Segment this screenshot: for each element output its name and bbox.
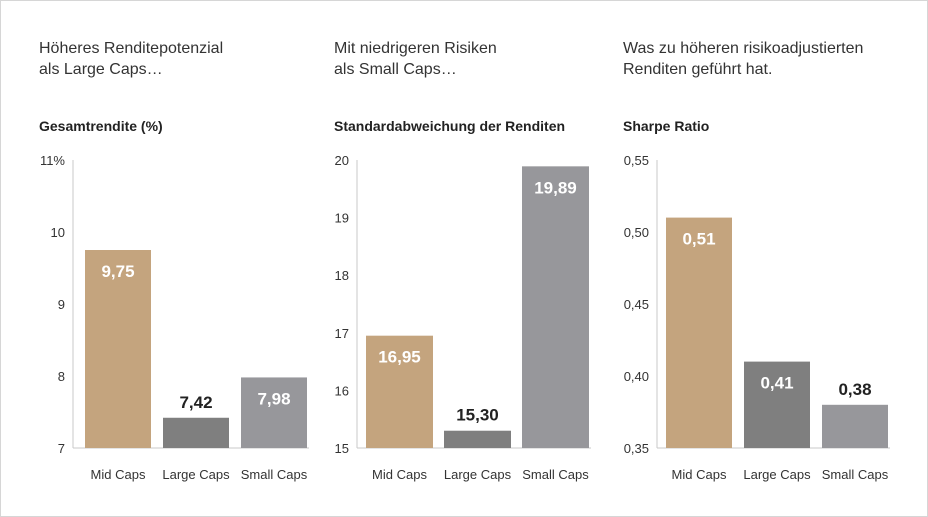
y-tick-label: 9 <box>58 297 65 312</box>
bar-mid-caps <box>666 217 732 448</box>
panel-heading: Mit niedrigeren Risiken als Small Caps… <box>334 40 497 78</box>
data-label: 0,51 <box>682 230 715 249</box>
data-label: 0,41 <box>760 374 793 393</box>
category-label: Mid Caps <box>91 467 146 482</box>
bar-small-caps <box>241 377 307 448</box>
chart-panel-std-dev: Mit niedrigeren Risiken als Small Caps… … <box>334 1 604 516</box>
y-tick-label: 15 <box>335 441 349 456</box>
data-label: 7,98 <box>257 389 290 408</box>
data-label: 9,75 <box>101 262 134 281</box>
y-tick-label: 0,40 <box>624 369 649 384</box>
chart-panel-sharpe: Was zu höheren risikoadjustierten Rendit… <box>623 1 913 516</box>
category-label: Small Caps <box>241 467 308 482</box>
category-label: Large Caps <box>162 467 230 482</box>
y-tick-label: 18 <box>335 268 349 283</box>
bar-large-caps <box>163 417 229 448</box>
y-tick-label: 20 <box>335 153 349 168</box>
y-tick-label: 0,50 <box>624 225 649 240</box>
chart-title: Sharpe Ratio <box>623 118 710 134</box>
panel-heading: Höheres Renditepotenzial als Large Caps… <box>39 40 224 78</box>
y-tick-label: 17 <box>335 326 349 341</box>
bar-large-caps <box>744 361 810 448</box>
y-tick-label: 7 <box>58 441 65 456</box>
bar-small-caps <box>522 166 589 448</box>
data-label: 15,30 <box>456 406 499 425</box>
category-label: Small Caps <box>522 467 589 482</box>
chart-title: Gesamtrendite (%) <box>39 118 163 134</box>
bar-mid-caps <box>366 335 433 448</box>
y-tick-label: 19 <box>335 211 349 226</box>
y-tick-label: 16 <box>335 383 349 398</box>
chart-panel-total-return: Höheres Renditepotenzial als Large Caps…… <box>39 1 299 516</box>
data-label: 0,38 <box>838 380 871 399</box>
category-label: Mid Caps <box>672 467 727 482</box>
y-tick-label: 11% <box>40 153 65 168</box>
bar-small-caps <box>822 404 888 448</box>
category-label: Small Caps <box>822 467 889 482</box>
y-tick-label: 8 <box>58 369 65 384</box>
bar-large-caps <box>444 430 511 448</box>
data-label: 16,95 <box>378 348 421 367</box>
chart-title: Standardabweichung der Renditen <box>334 118 566 134</box>
data-label: 7,42 <box>179 393 212 412</box>
y-tick-label: 0,55 <box>624 153 649 168</box>
y-tick-label: 10 <box>51 225 65 240</box>
category-label: Mid Caps <box>372 467 427 482</box>
y-tick-label: 0,35 <box>624 441 649 456</box>
data-label: 19,89 <box>534 178 577 197</box>
y-tick-label: 0,45 <box>624 297 649 312</box>
category-label: Large Caps <box>444 467 512 482</box>
category-label: Large Caps <box>743 467 811 482</box>
bar-mid-caps <box>85 250 151 448</box>
panel-heading: Was zu höheren risikoadjustierten Rendit… <box>623 40 864 78</box>
